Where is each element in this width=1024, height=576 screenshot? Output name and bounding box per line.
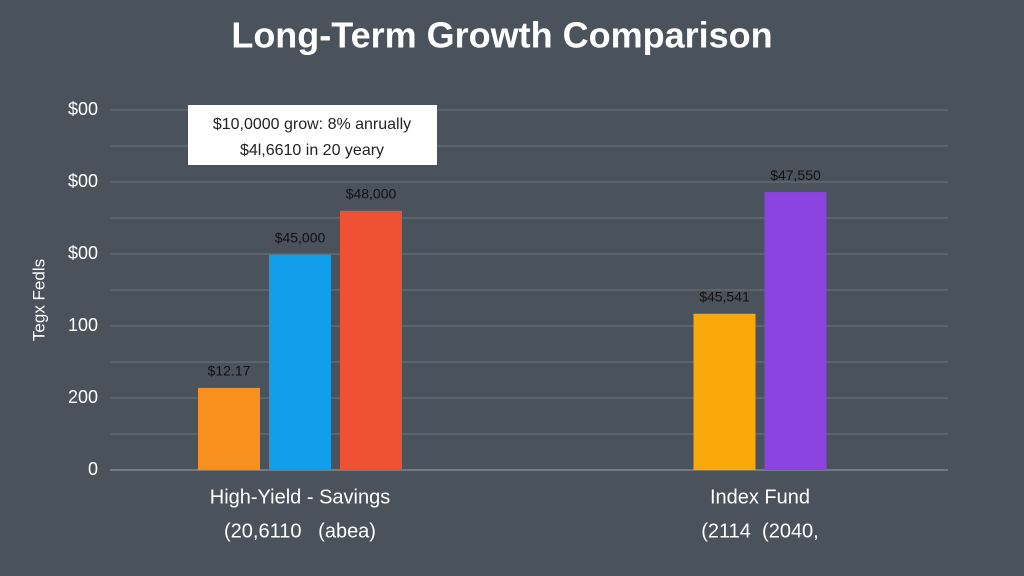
annotation-text: $4l,6610 in 20 yeary	[240, 142, 384, 159]
bar-label: $12.17	[208, 363, 251, 379]
bar-label: $48,000	[346, 186, 397, 202]
bar	[693, 313, 756, 470]
y-tick-label: $00	[68, 243, 98, 263]
x-category-sublabel: (20,6110 (abea)	[224, 520, 376, 542]
y-tick-label: 0	[88, 459, 98, 479]
bar-label: $47,550	[770, 167, 821, 183]
y-axis-title: Tegx Fedls	[29, 259, 48, 341]
y-tick-label: $00	[68, 171, 98, 191]
chart-title: Long-Term Growth Comparison	[231, 15, 772, 56]
bar	[340, 210, 402, 471]
x-category-sublabel: (2114 (2040,	[701, 520, 819, 542]
y-tick-label: 200	[68, 387, 98, 407]
x-category-label: Index Fund	[710, 486, 810, 508]
bar	[198, 387, 260, 470]
bar	[269, 254, 331, 470]
annotation-box	[188, 105, 437, 165]
bar-label: $45,541	[699, 288, 750, 304]
y-tick-label: $00	[68, 99, 98, 119]
bar	[764, 192, 827, 470]
x-category-label: High-Yield - Savings	[210, 486, 390, 508]
bar-label: $45,000	[275, 229, 326, 245]
y-tick-label: 100	[68, 315, 98, 335]
annotation-text: $10,0000 grow: 8% anrually	[213, 116, 411, 133]
